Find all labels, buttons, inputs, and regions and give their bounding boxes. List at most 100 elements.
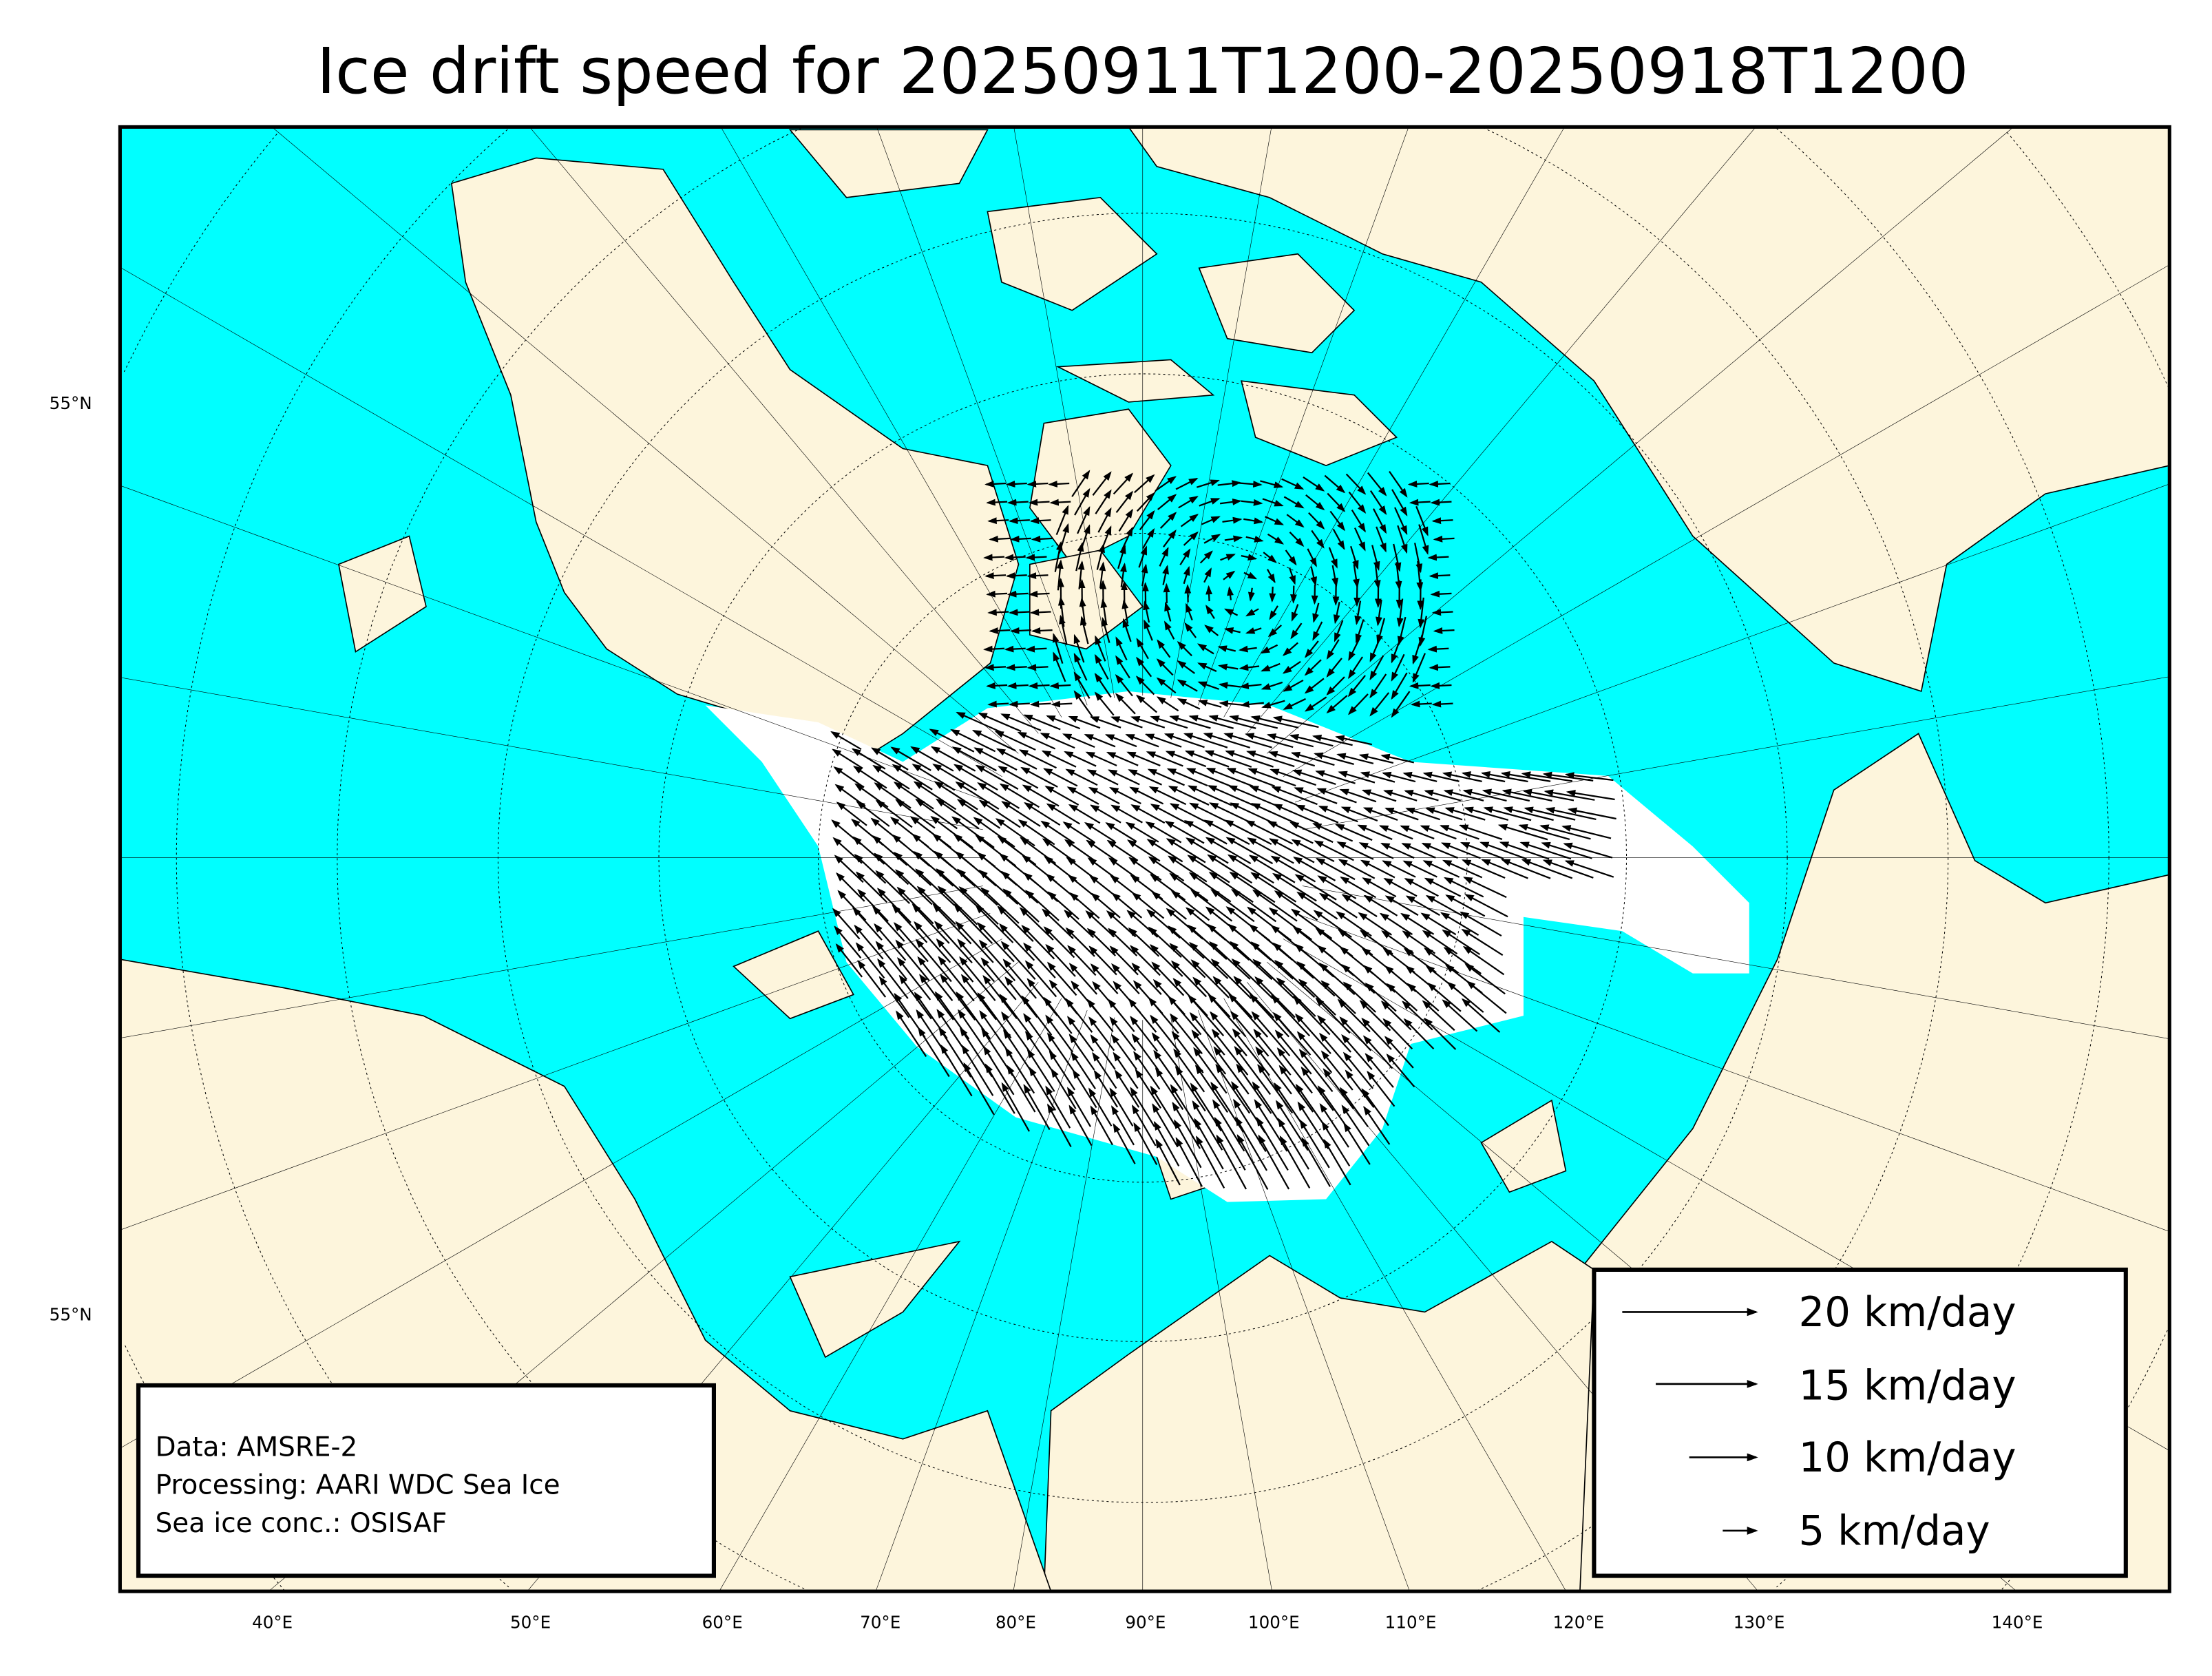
drift-arrow xyxy=(1136,656,1152,678)
drift-arrow xyxy=(1323,1138,1351,1186)
drift-arrow xyxy=(1236,1134,1269,1191)
drift-arrow xyxy=(1005,480,1027,488)
drift-arrow xyxy=(1225,837,1274,865)
drift-arrow xyxy=(978,869,1019,905)
drift-arrow xyxy=(1131,962,1162,995)
drift-arrow xyxy=(1427,554,1449,561)
drift-arrow xyxy=(998,766,1039,789)
drift-arrow xyxy=(1431,609,1453,616)
drift-arrow xyxy=(1315,857,1356,881)
greenland xyxy=(450,157,1020,770)
drift-arrow xyxy=(1289,567,1296,585)
drift-arrow xyxy=(1148,786,1187,806)
drift-arrow xyxy=(1303,476,1325,492)
drift-arrow xyxy=(1422,860,1460,878)
drift-arrow xyxy=(929,729,975,753)
drift-arrow xyxy=(935,798,980,830)
drift-arrow xyxy=(1243,517,1264,525)
drift-arrow xyxy=(1326,695,1348,714)
drift-arrow xyxy=(857,959,887,998)
drift-arrow xyxy=(1175,1137,1203,1187)
drift-arrow xyxy=(1165,751,1207,768)
drift-arrow xyxy=(1342,1051,1374,1089)
drift-arrow xyxy=(997,905,1034,942)
drift-arrow xyxy=(1166,908,1203,940)
drift-arrow xyxy=(1289,733,1334,747)
drift-arrow xyxy=(1290,908,1333,939)
drift-arrow xyxy=(1026,572,1049,580)
drift-arrow xyxy=(1114,1069,1140,1108)
drift-arrow xyxy=(971,729,1016,752)
drift-arrow xyxy=(1479,841,1527,860)
drift-arrow xyxy=(1314,840,1354,861)
drift-arrow xyxy=(1272,804,1319,825)
drift-arrow xyxy=(1111,892,1143,919)
drift-arrow xyxy=(1028,499,1050,506)
drift-arrow xyxy=(1458,824,1503,840)
meridian-line xyxy=(1223,127,1565,717)
drift-arrow xyxy=(1252,889,1298,922)
drift-arrow xyxy=(986,682,1008,689)
drift-arrow xyxy=(951,746,997,772)
drift-arrow xyxy=(1541,841,1592,859)
drift-arrow xyxy=(1323,1068,1355,1110)
drift-arrow xyxy=(1301,1137,1331,1187)
drift-arrow xyxy=(1210,889,1255,923)
drift-arrow xyxy=(978,799,1021,828)
drift-arrow xyxy=(1412,634,1423,665)
drift-arrow xyxy=(1440,842,1481,859)
canadian-island xyxy=(1029,549,1144,650)
drift-arrow xyxy=(1299,1119,1330,1169)
drift-arrow xyxy=(1418,616,1428,647)
drift-arrow xyxy=(1442,859,1483,879)
drift-arrow xyxy=(1220,554,1236,561)
drift-arrow xyxy=(1285,549,1297,566)
drift-arrow xyxy=(1142,527,1155,549)
drift-arrow xyxy=(1358,842,1394,859)
drift-arrow xyxy=(1360,859,1395,879)
drift-arrow xyxy=(1068,804,1101,824)
drift-arrow xyxy=(1321,1120,1351,1167)
drift-arrow xyxy=(1046,1032,1075,1072)
drift-arrow xyxy=(1442,999,1478,1032)
drift-arrow xyxy=(1188,872,1232,903)
drift-arrow xyxy=(1152,1103,1179,1148)
drift-arrow xyxy=(1271,994,1311,1037)
drift-arrow xyxy=(1115,693,1136,715)
drift-arrow xyxy=(1319,1102,1349,1148)
drift-arrow xyxy=(1396,598,1404,628)
severnaya-zemlya xyxy=(1480,1099,1567,1193)
drift-arrow xyxy=(1077,506,1091,534)
drift-arrow xyxy=(1270,768,1317,786)
lon-label: 40°E xyxy=(252,1612,293,1632)
drift-arrow xyxy=(1312,823,1353,842)
lon-labels: 40°E 50°E 60°E 70°E 80°E 90°E 100°E 110°E 120°E 1… xyxy=(252,1612,2043,1632)
drift-arrow xyxy=(950,729,996,753)
drift-arrow xyxy=(1341,1104,1370,1146)
meridian-line xyxy=(1295,912,2170,1232)
drift-arrow xyxy=(1094,653,1109,680)
drift-arrow xyxy=(1307,548,1317,567)
drift-arrow xyxy=(1106,751,1139,766)
drift-arrow xyxy=(1245,608,1259,617)
drift-arrow xyxy=(1290,622,1303,640)
drift-arrow xyxy=(1283,698,1307,710)
drift-arrow xyxy=(855,871,888,903)
drift-arrow xyxy=(1130,1016,1159,1052)
drift-arrow xyxy=(1391,691,1411,718)
drift-arrow xyxy=(1444,807,1486,821)
drift-arrow xyxy=(956,799,1001,829)
drift-arrow xyxy=(1347,656,1364,680)
drift-arrow xyxy=(1045,1085,1071,1129)
drift-arrow xyxy=(1291,839,1335,862)
drift-arrow xyxy=(1166,768,1208,787)
drift-arrow xyxy=(1151,1032,1182,1072)
drift-arrow xyxy=(1217,645,1236,652)
drift-arrow xyxy=(986,499,1008,506)
drift-arrow xyxy=(1187,855,1230,883)
drift-arrow xyxy=(1430,682,1452,689)
drift-arrow xyxy=(1249,785,1298,806)
drift-arrow xyxy=(834,925,862,959)
drift-arrow xyxy=(1228,923,1272,961)
drift-arrow xyxy=(836,802,867,826)
